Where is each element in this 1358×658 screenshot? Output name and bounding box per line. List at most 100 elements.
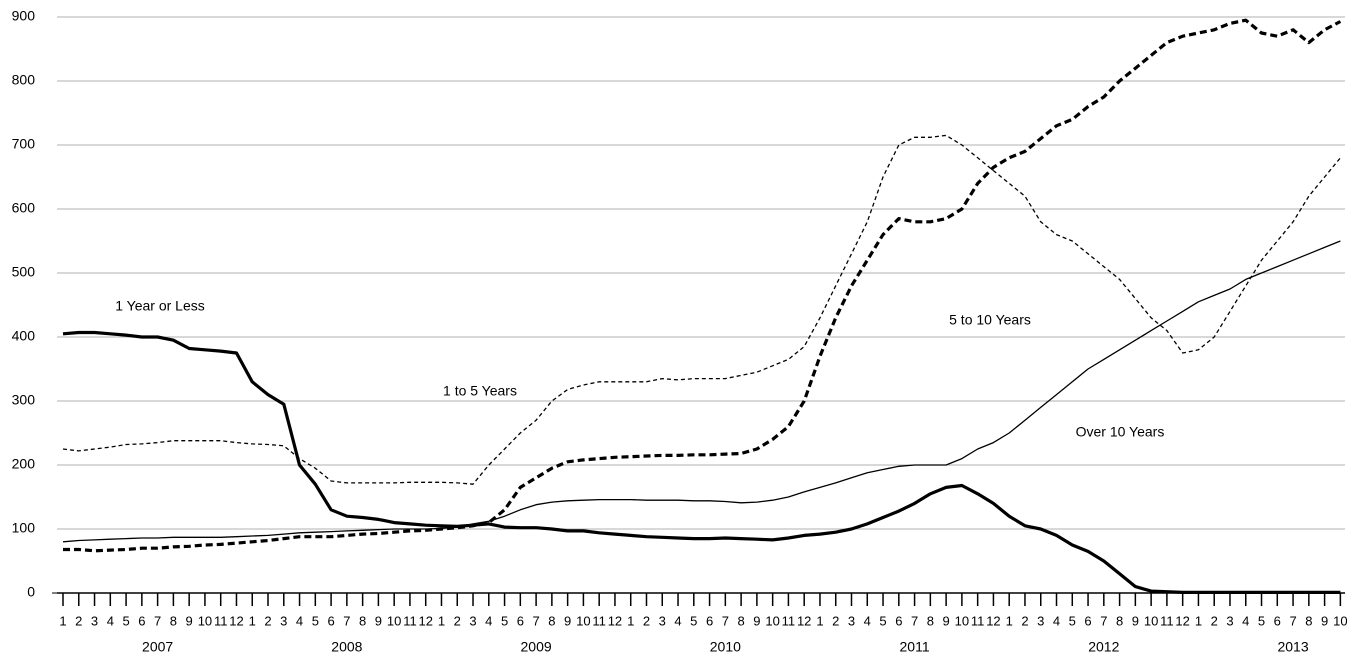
x-tick-label: 6: [1084, 613, 1091, 628]
y-tick-label: 900: [12, 8, 36, 24]
x-tick-label: 10: [387, 613, 401, 628]
x-tick-label: 7: [1100, 613, 1107, 628]
x-tick-label: 3: [848, 613, 855, 628]
y-tick-label: 0: [27, 584, 35, 600]
x-tick-label: 8: [1116, 613, 1123, 628]
x-tick-label: 5: [122, 613, 129, 628]
x-tick-label: 1: [1195, 613, 1202, 628]
x-tick-label: 8: [170, 613, 177, 628]
x-tick-label: 3: [659, 613, 666, 628]
x-tick-label: 12: [1175, 613, 1189, 628]
x-tick-label: 9: [753, 613, 760, 628]
x-tick-label: 12: [797, 613, 811, 628]
x-tick-label: 2: [454, 613, 461, 628]
x-tick-label: 6: [327, 613, 334, 628]
x-tick-label: 1: [438, 613, 445, 628]
x-tick-label: 4: [1242, 613, 1249, 628]
x-tick-label: 5: [312, 613, 319, 628]
x-tick-label: 10: [1333, 613, 1347, 628]
x-tick-label: 6: [1274, 613, 1281, 628]
x-tick-label: 7: [1289, 613, 1296, 628]
series-line: [63, 18, 1342, 553]
x-tick-label: 9: [1132, 613, 1139, 628]
y-tick-label: 400: [12, 328, 36, 344]
x-tick-label: 7: [154, 613, 161, 628]
x-tick-label: 5: [879, 613, 886, 628]
x-tick-label: 9: [186, 613, 193, 628]
x-tick-label: 1: [816, 613, 823, 628]
series-label: 1 Year or Less: [115, 298, 205, 314]
x-tick-label: 6: [895, 613, 902, 628]
x-tick-label: 3: [280, 613, 287, 628]
x-tick-label: 12: [418, 613, 432, 628]
x-tick-label: 8: [737, 613, 744, 628]
x-tick-label: 7: [911, 613, 918, 628]
y-tick-label: 800: [12, 72, 36, 88]
x-tick-label: 5: [501, 613, 508, 628]
x-tick-label: 9: [1321, 613, 1328, 628]
year-label: 2012: [1088, 639, 1119, 655]
x-tick-label: 9: [943, 613, 950, 628]
x-tick-label: 4: [107, 613, 114, 628]
x-tick-label: 10: [765, 613, 779, 628]
y-tick-label: 500: [12, 264, 36, 280]
x-tick-label: 1: [1006, 613, 1013, 628]
x-tick-label: 2: [643, 613, 650, 628]
x-tick-label: 4: [864, 613, 871, 628]
x-tick-label: 10: [955, 613, 969, 628]
x-tick-label: 11: [214, 613, 228, 628]
x-tick-label: 11: [971, 613, 985, 628]
x-tick-label: 8: [1305, 613, 1312, 628]
x-tick-label: 4: [674, 613, 681, 628]
x-tick-label: 8: [359, 613, 366, 628]
x-tick-label: 5: [690, 613, 697, 628]
x-tick-label: 8: [548, 613, 555, 628]
x-tick-label: 4: [296, 613, 303, 628]
x-tick-label: 9: [375, 613, 382, 628]
x-tick-label: 2: [75, 613, 82, 628]
x-tick-label: 10: [576, 613, 590, 628]
series-line: [62, 330, 1341, 594]
series-label: 5 to 10 Years: [949, 312, 1031, 328]
year-label: 2007: [142, 639, 173, 655]
x-tick-label: 12: [986, 613, 1000, 628]
x-tick-label: 7: [722, 613, 729, 628]
x-tick-label: 5: [1069, 613, 1076, 628]
year-label: 2013: [1277, 639, 1308, 655]
x-tick-label: 2: [1211, 613, 1218, 628]
x-tick-label: 6: [706, 613, 713, 628]
x-tick-label: 2: [832, 613, 839, 628]
x-tick-label: 3: [91, 613, 98, 628]
x-tick-label: 1: [59, 613, 66, 628]
year-label: 2010: [710, 639, 741, 655]
x-tick-label: 9: [564, 613, 571, 628]
y-tick-label: 300: [12, 392, 36, 408]
x-tick-label: 5: [1258, 613, 1265, 628]
x-tick-label: 8: [927, 613, 934, 628]
x-tick-label: 10: [198, 613, 212, 628]
series-line: [62, 240, 1341, 543]
x-tick-label: 10: [1144, 613, 1158, 628]
y-tick-label: 600: [12, 200, 36, 216]
series-line: [62, 134, 1341, 485]
x-tick-label: 7: [343, 613, 350, 628]
x-tick-label: 3: [469, 613, 476, 628]
y-tick-label: 100: [12, 520, 36, 536]
x-tick-label: 2: [1021, 613, 1028, 628]
x-tick-label: 12: [229, 613, 243, 628]
year-label: 2008: [331, 639, 362, 655]
x-tick-label: 11: [403, 613, 417, 628]
year-label: 2009: [521, 639, 552, 655]
series-label: 1 to 5 Years: [443, 383, 517, 399]
x-tick-label: 11: [592, 613, 606, 628]
series-label: Over 10 Years: [1076, 424, 1165, 440]
x-tick-label: 6: [138, 613, 145, 628]
x-tick-label: 2: [264, 613, 271, 628]
y-tick-label: 200: [12, 456, 36, 472]
x-tick-label: 4: [1053, 613, 1060, 628]
y-tick-label: 700: [12, 136, 36, 152]
x-tick-label: 11: [1160, 613, 1174, 628]
x-tick-label: 1: [249, 613, 256, 628]
x-tick-label: 4: [485, 613, 492, 628]
x-tick-label: 1: [627, 613, 634, 628]
